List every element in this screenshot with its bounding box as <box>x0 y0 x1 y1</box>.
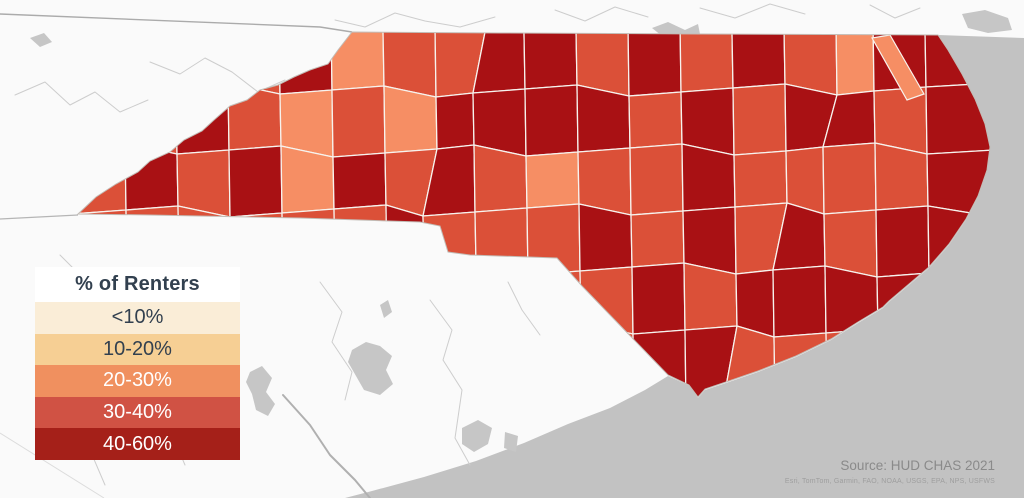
county <box>681 143 736 212</box>
county <box>576 84 631 153</box>
county <box>628 91 683 149</box>
county <box>382 32 437 98</box>
county <box>332 152 387 210</box>
legend-row-3: 30-40% <box>35 396 240 429</box>
state-border-lines <box>0 13 353 498</box>
county <box>525 151 580 209</box>
county <box>383 85 438 154</box>
county <box>683 262 738 331</box>
legend-title: % of Renters <box>75 273 200 295</box>
legend-row-label: 30-40% <box>103 401 172 424</box>
county <box>473 144 528 213</box>
county <box>733 150 788 208</box>
legend-rows: <10% 10-20% 20-30% 30-40% 40-60% <box>35 302 240 460</box>
county <box>871 34 925 101</box>
county <box>731 32 786 89</box>
county <box>630 210 685 268</box>
north-carolina-outline <box>76 31 991 398</box>
legend-row-label: <10% <box>111 306 164 329</box>
legend: % of Renters <10% 10-20% 20-30% 30-40% 40-60… <box>35 267 240 460</box>
county <box>578 203 633 272</box>
county <box>331 85 386 158</box>
county <box>524 84 579 157</box>
basemap-attribution: Esri, TomTom, Garmin, FAO, NOAA, USGS, E… <box>784 478 995 485</box>
county <box>523 32 578 90</box>
legend-row-label: 20-30% <box>103 369 172 392</box>
water-bodies <box>30 10 1012 452</box>
legend-row-2: 20-30% <box>35 365 240 397</box>
legend-row-0: <10% <box>35 302 240 334</box>
county <box>822 142 877 215</box>
legend-row-label: 10-20% <box>103 337 172 360</box>
county <box>772 265 827 338</box>
source-text: Source: HUD CHAS 2021 <box>840 458 995 473</box>
county <box>631 262 686 335</box>
legend-row-4: 40-60% <box>35 428 240 460</box>
county <box>435 92 475 150</box>
county <box>280 145 335 214</box>
legend-row-label: 40-60% <box>103 432 172 455</box>
county <box>874 142 929 211</box>
legend-row-1: 10-20% <box>35 333 240 366</box>
county <box>575 32 630 97</box>
county <box>629 143 684 216</box>
county <box>875 205 930 278</box>
county <box>228 145 283 218</box>
county <box>732 83 787 156</box>
ocean <box>345 35 1024 498</box>
